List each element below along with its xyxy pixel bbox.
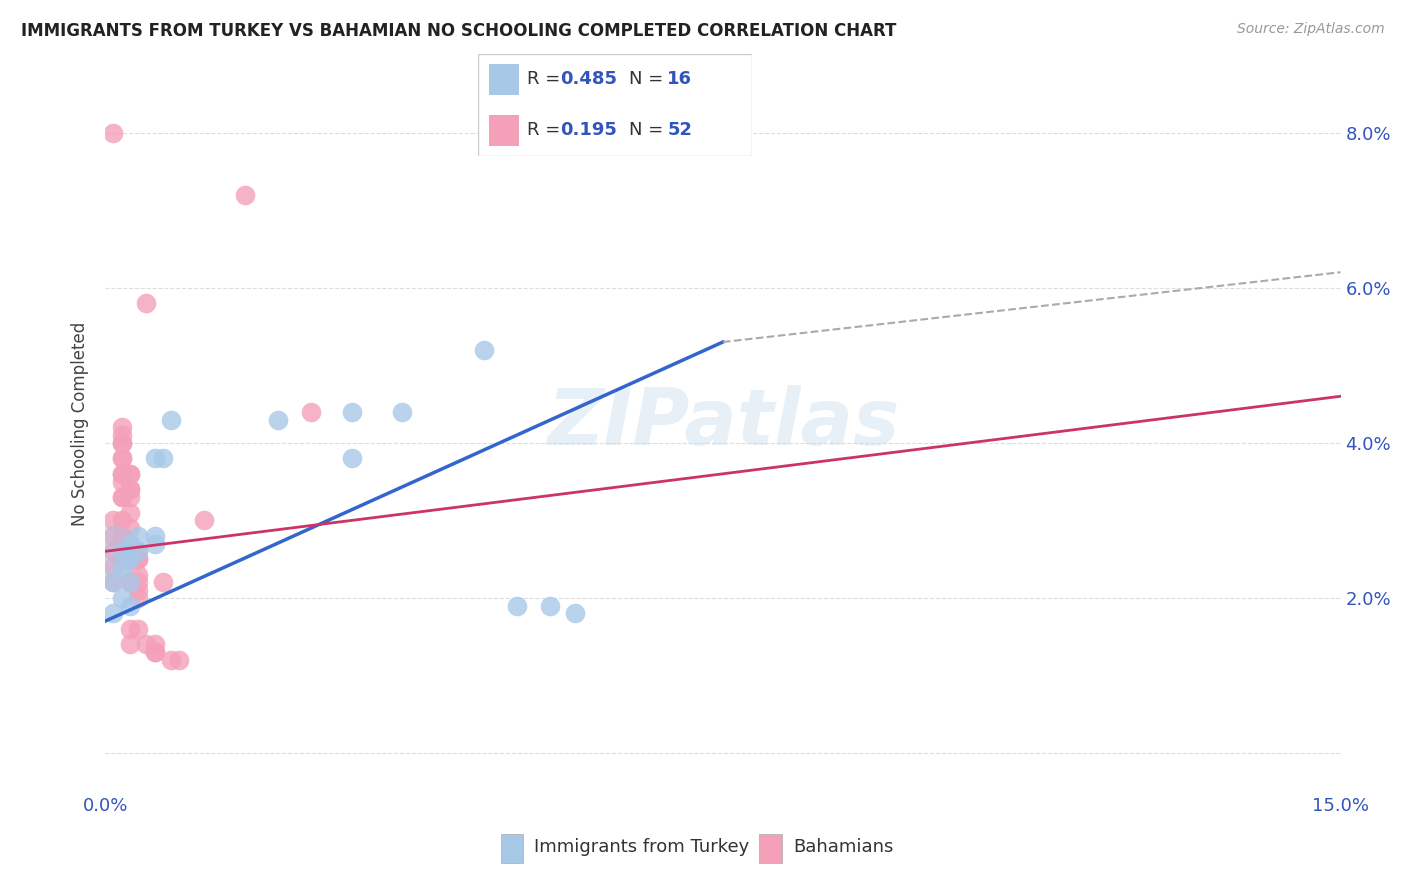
Point bbox=[143, 451, 166, 466]
Point bbox=[118, 575, 141, 590]
Text: 0.195: 0.195 bbox=[561, 121, 617, 139]
Point bbox=[118, 552, 141, 566]
Point bbox=[118, 467, 141, 481]
Text: Source: ZipAtlas.com: Source: ZipAtlas.com bbox=[1237, 22, 1385, 37]
Point bbox=[103, 544, 125, 558]
Point bbox=[127, 529, 149, 543]
Point bbox=[118, 622, 141, 636]
Point bbox=[118, 483, 141, 497]
Text: Bahamians: Bahamians bbox=[793, 838, 893, 856]
Y-axis label: No Schooling Completed: No Schooling Completed bbox=[72, 321, 89, 525]
Point bbox=[127, 544, 149, 558]
Point bbox=[103, 126, 125, 140]
Text: Immigrants from Turkey: Immigrants from Turkey bbox=[534, 838, 749, 856]
Point bbox=[152, 451, 174, 466]
Bar bbox=[501, 834, 523, 863]
Point bbox=[103, 552, 125, 566]
Point bbox=[127, 544, 149, 558]
Point bbox=[233, 187, 256, 202]
Point bbox=[506, 599, 529, 613]
Point bbox=[103, 544, 125, 558]
Point bbox=[169, 653, 191, 667]
Point bbox=[118, 544, 141, 558]
Point bbox=[143, 645, 166, 659]
Point bbox=[127, 567, 149, 582]
Point bbox=[111, 435, 134, 450]
Point bbox=[111, 467, 134, 481]
Point bbox=[118, 483, 141, 497]
Point bbox=[118, 536, 141, 550]
Point bbox=[111, 490, 134, 504]
Point bbox=[111, 513, 134, 527]
Point bbox=[111, 467, 134, 481]
Point bbox=[111, 529, 134, 543]
Point bbox=[135, 296, 157, 310]
Point bbox=[111, 420, 134, 434]
Point bbox=[103, 575, 125, 590]
Point bbox=[127, 552, 149, 566]
Text: R =: R = bbox=[527, 121, 567, 139]
Point bbox=[342, 451, 364, 466]
Point bbox=[118, 544, 141, 558]
Text: R =: R = bbox=[527, 70, 567, 88]
Point bbox=[111, 451, 134, 466]
Point bbox=[118, 544, 141, 558]
Point bbox=[267, 412, 290, 426]
Bar bbox=[759, 834, 782, 863]
Bar bbox=[489, 115, 519, 145]
Point bbox=[127, 575, 149, 590]
Point bbox=[135, 637, 157, 651]
Text: ZIPatlas: ZIPatlas bbox=[547, 385, 898, 461]
Point bbox=[342, 405, 364, 419]
Point bbox=[111, 451, 134, 466]
Point bbox=[127, 622, 149, 636]
Text: 0.485: 0.485 bbox=[561, 70, 617, 88]
Point bbox=[111, 552, 134, 566]
Point bbox=[193, 513, 215, 527]
Point bbox=[160, 412, 183, 426]
FancyBboxPatch shape bbox=[478, 54, 752, 156]
Point bbox=[118, 467, 141, 481]
Point bbox=[143, 529, 166, 543]
Point bbox=[299, 405, 322, 419]
Point bbox=[103, 607, 125, 621]
Point bbox=[143, 637, 166, 651]
Point bbox=[103, 575, 125, 590]
Point bbox=[111, 490, 134, 504]
Point bbox=[118, 575, 141, 590]
Bar bbox=[489, 64, 519, 95]
Point bbox=[127, 591, 149, 605]
Point bbox=[118, 490, 141, 504]
Text: IMMIGRANTS FROM TURKEY VS BAHAMIAN NO SCHOOLING COMPLETED CORRELATION CHART: IMMIGRANTS FROM TURKEY VS BAHAMIAN NO SC… bbox=[21, 22, 897, 40]
Point bbox=[564, 607, 586, 621]
Point bbox=[472, 343, 495, 357]
Point bbox=[118, 536, 141, 550]
Point bbox=[538, 599, 561, 613]
Point bbox=[118, 575, 141, 590]
Point bbox=[111, 428, 134, 442]
Point bbox=[118, 521, 141, 535]
Text: 16: 16 bbox=[668, 70, 692, 88]
Point bbox=[111, 559, 134, 574]
Point bbox=[111, 475, 134, 489]
Point bbox=[111, 435, 134, 450]
Text: 52: 52 bbox=[668, 121, 692, 139]
Point bbox=[118, 599, 141, 613]
Point bbox=[143, 645, 166, 659]
Point bbox=[118, 506, 141, 520]
Point bbox=[103, 529, 125, 543]
Point bbox=[143, 536, 166, 550]
Point bbox=[160, 653, 183, 667]
Text: N =: N = bbox=[628, 70, 669, 88]
Point bbox=[391, 405, 413, 419]
Point bbox=[111, 544, 134, 558]
Text: N =: N = bbox=[628, 121, 669, 139]
Point bbox=[118, 637, 141, 651]
Point bbox=[127, 583, 149, 598]
Point bbox=[103, 513, 125, 527]
Point bbox=[152, 575, 174, 590]
Point bbox=[111, 591, 134, 605]
Point bbox=[103, 559, 125, 574]
Point bbox=[127, 552, 149, 566]
